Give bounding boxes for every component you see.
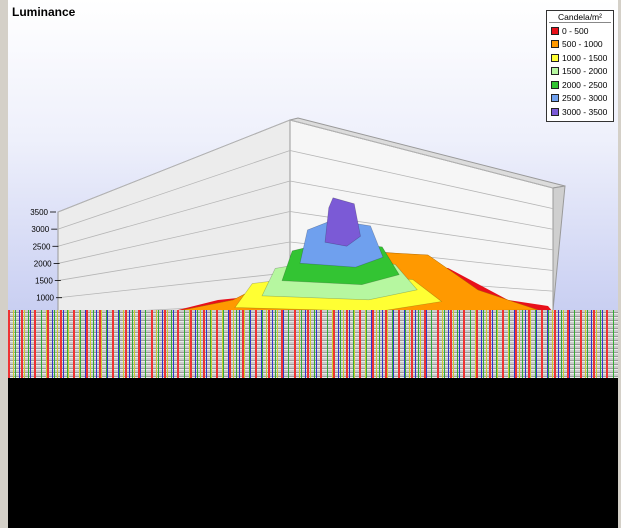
legend-item-0: 0 - 500 — [549, 24, 611, 38]
back-walls — [57, 117, 566, 310]
left-gridline — [57, 180, 291, 247]
left-gridline — [57, 119, 291, 213]
legend-label: 500 - 1000 — [562, 39, 603, 50]
legend-label: 0 - 500 — [562, 25, 589, 36]
blank-region — [8, 378, 618, 528]
left-gridline — [57, 150, 291, 230]
legend-label: 1000 - 1500 — [562, 52, 608, 63]
left-wall — [57, 119, 291, 310]
z-axis-ticks: 3500 3000 2500 2000 1500 1000 — [30, 208, 62, 303]
z-tick-label: 2000 — [34, 259, 52, 268]
z-tick-label: 2500 — [33, 242, 51, 251]
legend-item-3: 1500 - 2000 — [549, 65, 611, 79]
chart-frame: 3500 3000 2500 2000 1500 1000 Luminance Cande… — [8, 0, 618, 528]
legend: Candela/m² 0 - 500 500 - 1000 1000 - 1500 1… — [546, 10, 614, 122]
wall-side-edge — [552, 185, 566, 310]
legend-label: 3000 - 3500 — [562, 106, 608, 117]
legend-swatch — [551, 94, 559, 103]
legend-swatch — [551, 67, 559, 76]
legend-item-6: 3000 - 3500 — [549, 105, 611, 119]
corrupted-region — [8, 310, 618, 378]
left-gridline — [57, 272, 291, 299]
legend-item-5: 2500 - 3000 — [549, 92, 611, 106]
z-tick-label: 3500 — [30, 208, 48, 217]
plot-area: 3500 3000 2500 2000 1500 1000 Luminance Cande… — [8, 0, 618, 310]
luminance-surface — [178, 197, 552, 310]
legend-item-1: 500 - 1000 — [549, 38, 611, 52]
legend-swatch — [551, 107, 559, 116]
right-gridline — [289, 119, 554, 189]
surface-plot: 3500 3000 2500 2000 1500 1000 — [30, 117, 566, 310]
legend-swatch — [551, 80, 559, 89]
legend-item-4: 2000 - 2500 — [549, 78, 611, 92]
z-tick-label: 3000 — [31, 225, 49, 234]
legend-label: 2000 - 2500 — [562, 79, 608, 90]
legend-label: 2500 - 3000 — [562, 93, 608, 104]
legend-item-2: 1000 - 1500 — [549, 51, 611, 65]
left-gridline — [57, 211, 291, 264]
z-tick-label: 1500 — [35, 277, 53, 286]
chart-title: Luminance — [12, 5, 76, 19]
surface-band-6 — [324, 197, 361, 247]
legend-title: Candela/m² — [549, 12, 611, 23]
left-gridline — [57, 241, 291, 281]
right-gridline — [289, 150, 554, 210]
legend-swatch — [551, 26, 559, 35]
right-gridline — [289, 180, 554, 230]
legend-swatch — [551, 53, 559, 62]
legend-swatch — [551, 40, 559, 49]
z-tick-label: 1000 — [36, 294, 54, 303]
legend-label: 1500 - 2000 — [562, 66, 608, 77]
